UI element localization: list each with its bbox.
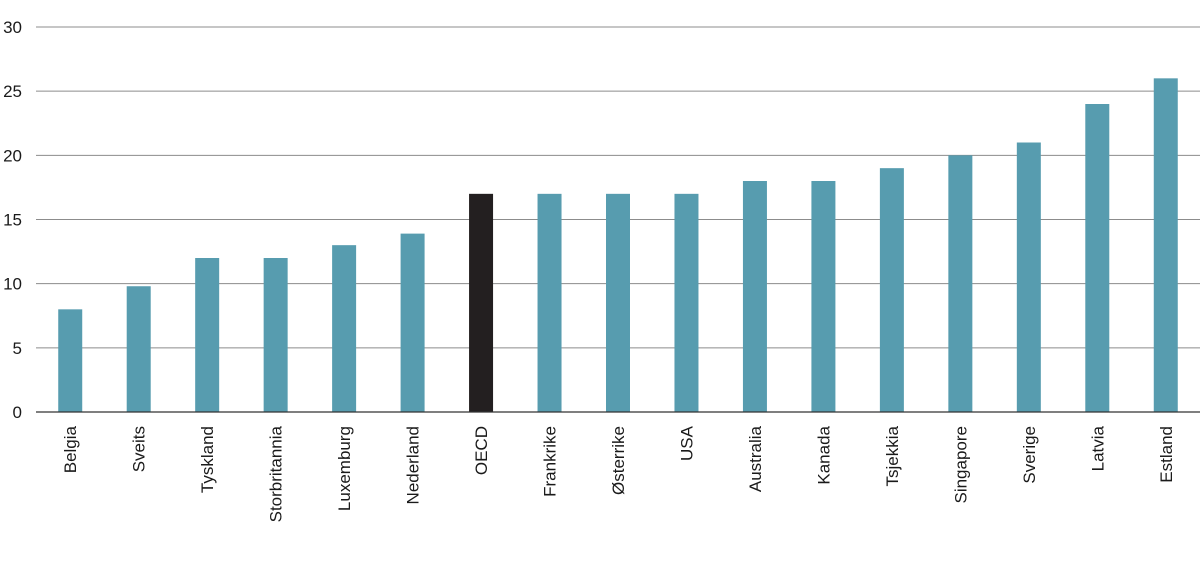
bar [879, 168, 904, 412]
y-tick-label: 15 [3, 211, 22, 230]
x-tick-label: OECD [472, 426, 491, 475]
y-tick-label: 20 [3, 146, 22, 165]
bar [1153, 78, 1178, 412]
bar [195, 258, 220, 412]
y-tick-label: 0 [13, 403, 22, 422]
x-tick-label: Storbritannia [267, 425, 286, 522]
x-tick-label: Kanada [814, 425, 833, 484]
x-tick-label: Singapore [951, 426, 970, 504]
x-tick-label: Nederland [404, 426, 423, 504]
x-tick-label: Frankrike [541, 426, 560, 497]
bars [58, 78, 1178, 413]
bar [332, 245, 357, 412]
x-axis-labels: Belgia Sveits Tyskland Storbritannia Luxembu… [61, 425, 1176, 522]
y-tick-label: 5 [13, 339, 22, 358]
bar [742, 181, 767, 412]
y-tick-label: 10 [3, 275, 22, 294]
bar [537, 193, 562, 412]
bar [263, 258, 288, 412]
bar [1085, 104, 1110, 412]
bar [606, 193, 630, 412]
x-tick-label: Latvia [1088, 425, 1107, 471]
x-tick-label: Østerrike [609, 426, 628, 495]
x-tick-label: Tsjekkia [883, 425, 902, 486]
x-tick-label: Estland [1157, 426, 1176, 483]
x-tick-label: Tyskland [198, 426, 217, 493]
bar [58, 309, 83, 412]
bar [811, 181, 836, 412]
bar [400, 233, 425, 412]
x-tick-label: USA [677, 425, 696, 461]
y-tick-label: 30 [3, 18, 22, 37]
x-tick-label: Australia [746, 425, 765, 492]
bar [948, 155, 973, 413]
y-tick-label: 25 [3, 82, 22, 101]
x-tick-label: Sveits [130, 426, 149, 472]
x-tick-label: Luxemburg [335, 426, 354, 511]
bar [469, 193, 494, 412]
y-axis-ticks: 0 5 10 15 20 25 30 [3, 18, 22, 422]
x-tick-label: Belgia [61, 425, 80, 473]
bar [674, 193, 699, 412]
bar [126, 286, 151, 412]
x-tick-label: Sverige [1020, 426, 1039, 484]
bar [1016, 142, 1041, 412]
